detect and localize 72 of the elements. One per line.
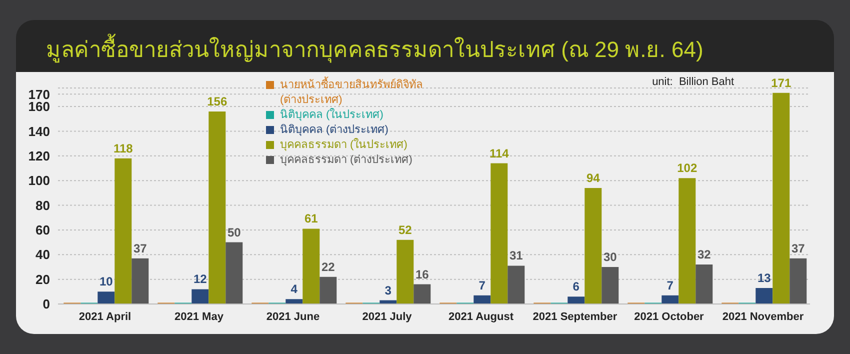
bar bbox=[584, 188, 602, 304]
bar bbox=[678, 178, 696, 304]
bar bbox=[662, 295, 679, 304]
y-tick-label: 60 bbox=[36, 222, 50, 238]
y-tick-label: 120 bbox=[28, 148, 50, 164]
data-label: 10 bbox=[99, 274, 114, 289]
data-label: 16 bbox=[415, 267, 430, 282]
legend-label: นิติบุคคล (ต่างประเทศ) bbox=[280, 123, 388, 138]
bar bbox=[756, 288, 773, 304]
data-label: 118 bbox=[113, 141, 134, 156]
bar bbox=[696, 264, 713, 304]
data-label: 61 bbox=[304, 212, 318, 226]
y-tick-label: 100 bbox=[28, 173, 50, 188]
legend-label: บุคคลธรรมดา (ต่างประเทศ) bbox=[280, 153, 412, 168]
data-label: 32 bbox=[697, 248, 712, 262]
bar bbox=[490, 163, 508, 304]
x-tick-label: 2021 November bbox=[722, 310, 804, 323]
bar bbox=[98, 292, 115, 304]
bar bbox=[790, 258, 807, 304]
bar bbox=[208, 111, 226, 304]
data-label: 156 bbox=[207, 94, 228, 108]
y-tick-label: 140 bbox=[28, 124, 50, 139]
data-label: 37 bbox=[133, 241, 148, 256]
x-tick-label: 2021 October bbox=[634, 310, 705, 323]
bar bbox=[396, 240, 414, 304]
data-label: 6 bbox=[572, 280, 580, 294]
data-label: 50 bbox=[227, 225, 242, 240]
y-tick-label: 40 bbox=[36, 247, 50, 262]
data-label: 94 bbox=[586, 170, 600, 185]
data-label: 4 bbox=[290, 282, 298, 296]
y-tick-label: 0 bbox=[42, 296, 50, 312]
data-label: 12 bbox=[193, 272, 208, 286]
x-tick-label: 2021 August bbox=[448, 310, 514, 323]
bar bbox=[772, 92, 790, 304]
data-label: 30 bbox=[603, 250, 618, 264]
data-label: 37 bbox=[791, 241, 806, 256]
y-tick-label: 170 bbox=[28, 86, 50, 102]
x-tick-label: 2021 July bbox=[362, 310, 413, 323]
data-label: 7 bbox=[666, 278, 674, 292]
y-tick-label: 160 bbox=[28, 99, 50, 114]
y-tick-label: 20 bbox=[36, 272, 50, 287]
bar bbox=[286, 299, 303, 304]
bar bbox=[132, 258, 149, 304]
bar bbox=[414, 284, 431, 304]
data-label: 114 bbox=[489, 146, 510, 160]
bar bbox=[320, 276, 337, 304]
bar bbox=[602, 266, 619, 304]
bar bbox=[302, 228, 320, 304]
annotation: unit: Billion Baht bbox=[652, 76, 734, 88]
data-label: 31 bbox=[509, 248, 524, 263]
data-label: 171 bbox=[771, 76, 792, 90]
data-label: 13 bbox=[757, 270, 772, 285]
x-tick-label: 2021 June bbox=[266, 310, 320, 323]
x-tick-label: 2021 May bbox=[174, 310, 224, 323]
data-label: 7 bbox=[478, 278, 486, 292]
data-label: 3 bbox=[384, 283, 392, 298]
x-tick-label: 2021 April bbox=[78, 310, 132, 323]
legend-label: นายหน้าซื้อขายสินทรัพย์ดิจิทัล (ต่างประเทศ) bbox=[280, 78, 424, 108]
bar bbox=[568, 296, 585, 304]
bar bbox=[192, 289, 209, 304]
bar bbox=[474, 295, 491, 304]
data-label: 52 bbox=[398, 222, 412, 237]
chart-title: มูลค่าซื้อขายส่วนใหญ่มาจากบุคคลธรรมดาในประเทศ (ณ 29 พ.ย. 64) bbox=[46, 32, 704, 65]
bar bbox=[508, 266, 525, 304]
y-tick-label: 80 bbox=[36, 198, 50, 213]
data-label: 102 bbox=[677, 161, 698, 176]
data-label: 22 bbox=[321, 260, 336, 274]
bar bbox=[226, 242, 243, 304]
legend-label: บุคคลธรรมดา (ในประเทศ) bbox=[280, 138, 408, 153]
x-tick-label: 2021 September bbox=[532, 310, 618, 323]
legend-label: นิติบุคคล (ในประเทศ) bbox=[280, 108, 384, 123]
bar bbox=[114, 158, 132, 304]
